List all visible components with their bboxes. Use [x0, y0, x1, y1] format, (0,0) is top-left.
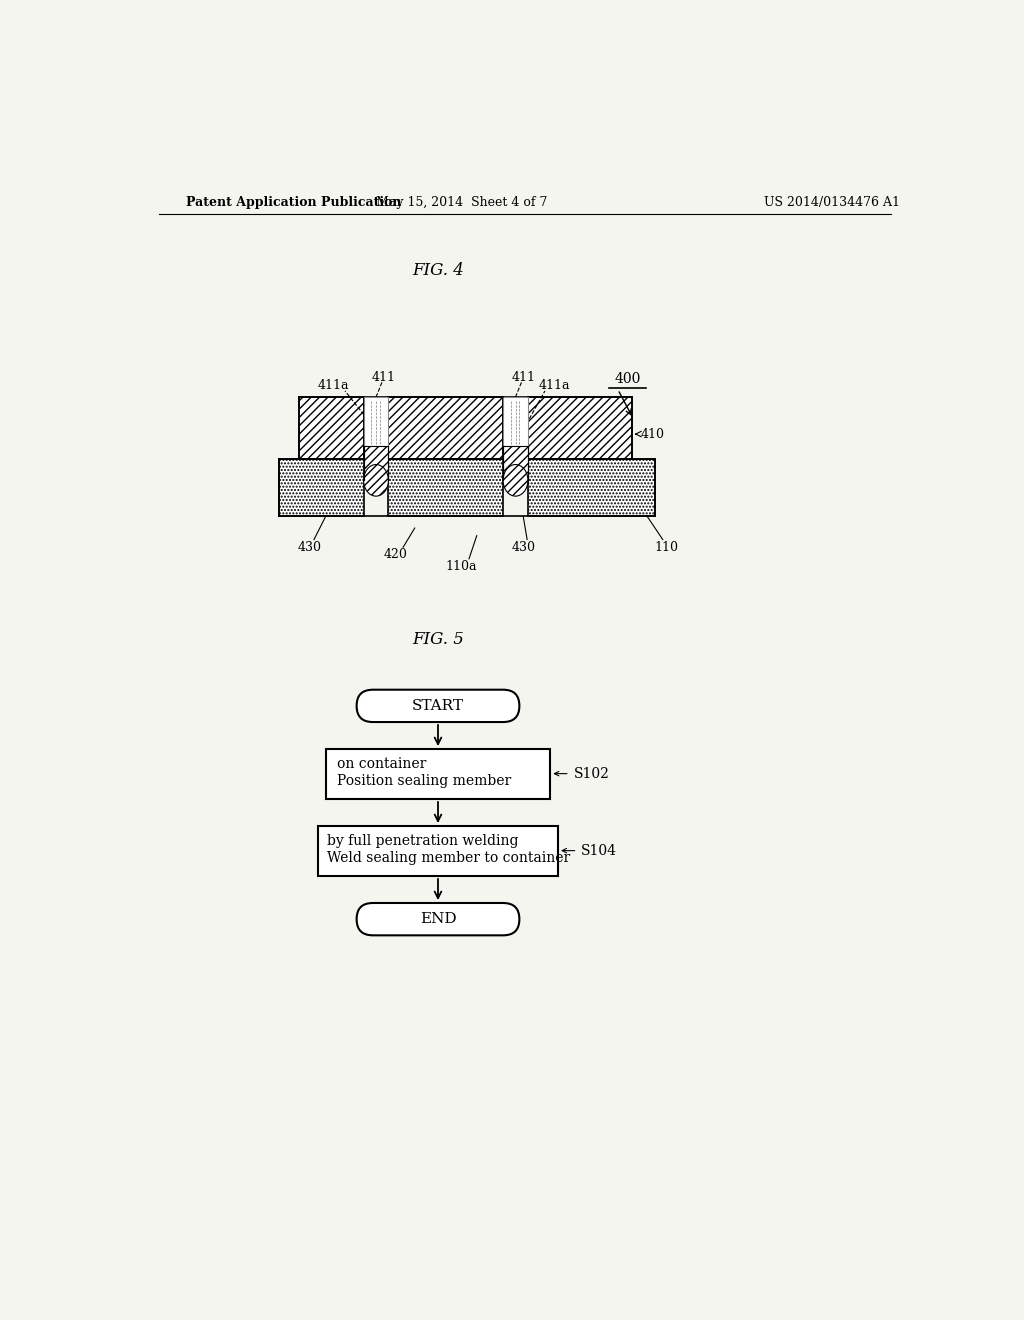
Text: Weld sealing member to container: Weld sealing member to container — [328, 851, 570, 866]
Bar — [317, 826, 558, 876]
Bar — [388, 397, 503, 459]
Text: by full penetration welding: by full penetration welding — [328, 834, 519, 849]
Bar — [280, 459, 364, 516]
Bar — [503, 446, 528, 480]
Bar — [364, 397, 388, 446]
Text: 110a: 110a — [445, 560, 477, 573]
Text: 411: 411 — [511, 371, 536, 384]
Bar — [528, 397, 632, 459]
Text: 411a: 411a — [317, 379, 349, 392]
Text: 400: 400 — [614, 372, 641, 387]
Bar — [326, 748, 550, 799]
Text: May 15, 2014  Sheet 4 of 7: May 15, 2014 Sheet 4 of 7 — [376, 195, 547, 209]
Text: 430: 430 — [298, 541, 323, 554]
Text: 110: 110 — [654, 541, 679, 554]
Bar — [388, 459, 503, 516]
Text: 411a: 411a — [539, 379, 570, 392]
Text: on container: on container — [337, 758, 427, 771]
Bar — [364, 446, 388, 480]
Text: START: START — [412, 698, 464, 713]
Text: 411: 411 — [372, 371, 395, 384]
Bar — [364, 446, 388, 480]
Bar — [503, 446, 528, 480]
FancyBboxPatch shape — [356, 689, 519, 722]
Bar — [528, 459, 655, 516]
FancyBboxPatch shape — [356, 903, 519, 936]
Text: S104: S104 — [582, 843, 617, 858]
Text: END: END — [420, 912, 457, 927]
Text: 410: 410 — [641, 428, 665, 441]
Bar — [503, 397, 528, 446]
Text: 430: 430 — [511, 541, 536, 554]
Ellipse shape — [503, 465, 528, 496]
Ellipse shape — [364, 465, 388, 496]
Text: S102: S102 — [573, 767, 609, 780]
Text: FIG. 4: FIG. 4 — [412, 261, 464, 279]
Text: Patent Application Publication: Patent Application Publication — [186, 195, 401, 209]
Text: US 2014/0134476 A1: US 2014/0134476 A1 — [764, 195, 899, 209]
Text: 420: 420 — [383, 548, 408, 561]
Bar — [299, 397, 364, 459]
Text: FIG. 5: FIG. 5 — [412, 631, 464, 648]
Text: Position sealing member: Position sealing member — [337, 775, 512, 788]
